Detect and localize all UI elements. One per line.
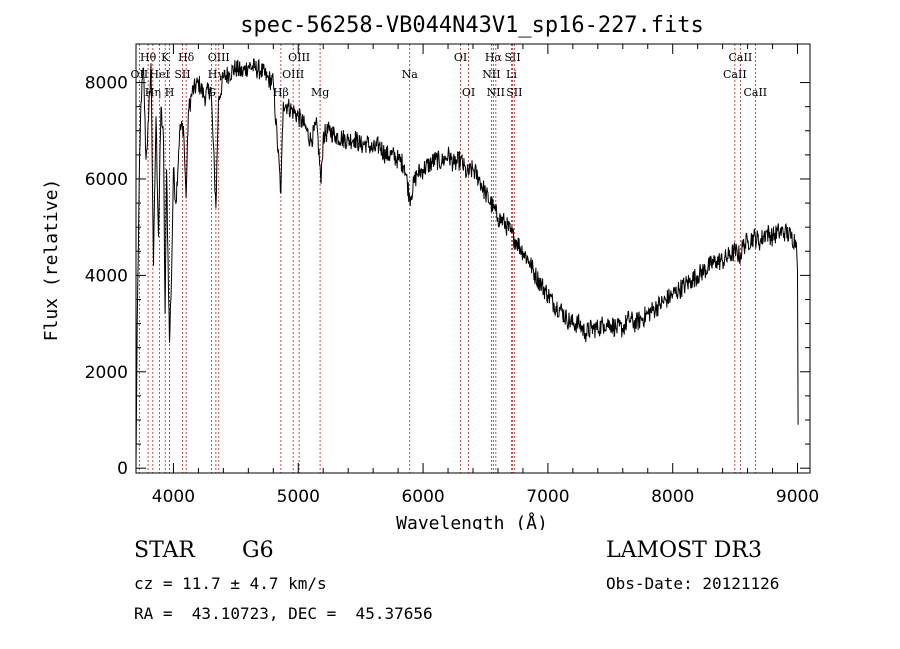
y-axis-label: Flux (relative) (41, 179, 62, 342)
line-marker-label: CaII (723, 68, 747, 81)
line-marker-label: SII (506, 86, 522, 99)
line-marker-label: SII (174, 68, 190, 81)
line-marker-label: Mg (311, 86, 329, 99)
line-marker-label: OI (462, 86, 475, 99)
spectrum-chart: spec-56258-VB044N43V1_sp16-227.fits Hθ OI… (41, 13, 819, 530)
x-tick-label: 6000 (401, 487, 444, 507)
y-tick-label: 6000 (85, 170, 128, 190)
observation-date: Obs-Date: 20121126 (606, 574, 780, 593)
line-marker-label: HeI (149, 68, 169, 81)
line-marker-label: CaII (743, 86, 767, 99)
line-marker-label: OIII (208, 51, 230, 64)
survey-name: LAMOST DR3 (606, 538, 762, 563)
line-marker-label: H (165, 86, 175, 99)
y-tick-label: 8000 (85, 74, 128, 94)
line-marker-label: K (161, 51, 170, 64)
line-marker-label: OII (131, 68, 149, 81)
line-marker-label: Hγ (208, 68, 225, 81)
line-marker-label: NII (487, 86, 505, 99)
line-marker-label: Hδ (178, 51, 195, 64)
line-marker-label: OI (454, 51, 467, 64)
x-tick-label: 8000 (651, 487, 694, 507)
x-tick-label: 4000 (152, 487, 195, 507)
object-class: STAR (134, 538, 195, 563)
spectrum-series-line (135, 58, 799, 469)
axis-ticks: 4000 5000 6000 7000 8000 9000 0 2000 4000 6000 800… (85, 44, 819, 507)
line-marker-label: Hα (485, 51, 503, 64)
x-axis-label: Wavelength (Å) (396, 512, 548, 530)
line-marker-label: Hθ (140, 51, 157, 64)
line-marker-label: CaII (729, 51, 753, 64)
y-tick-label: 0 (117, 459, 128, 479)
line-marker-label: Hβ (273, 86, 289, 99)
line-marker-label: NII (482, 68, 500, 81)
x-tick-label: 5000 (277, 487, 320, 507)
chart-title: spec-56258-VB044N43V1_sp16-227.fits (240, 13, 704, 38)
line-marker-label: OIII (288, 51, 310, 64)
object-subclass: G6 (242, 538, 274, 563)
line-marker-label: Na (402, 68, 419, 81)
y-tick-label: 4000 (85, 266, 128, 286)
y-tick-label: 2000 (85, 363, 128, 383)
line-marker-label: Hη (145, 86, 161, 99)
line-marker-label: Li (506, 68, 517, 81)
line-marker-label: OIII (282, 68, 304, 81)
x-tick-label: 7000 (526, 487, 569, 507)
redshift-velocity: cz = 11.7 ± 4.7 km/s (134, 574, 327, 593)
line-marker-label: SII (504, 51, 520, 64)
coordinates: RA = 43.10723, DEC = 45.37656 (134, 604, 433, 623)
x-tick-label: 9000 (776, 487, 819, 507)
